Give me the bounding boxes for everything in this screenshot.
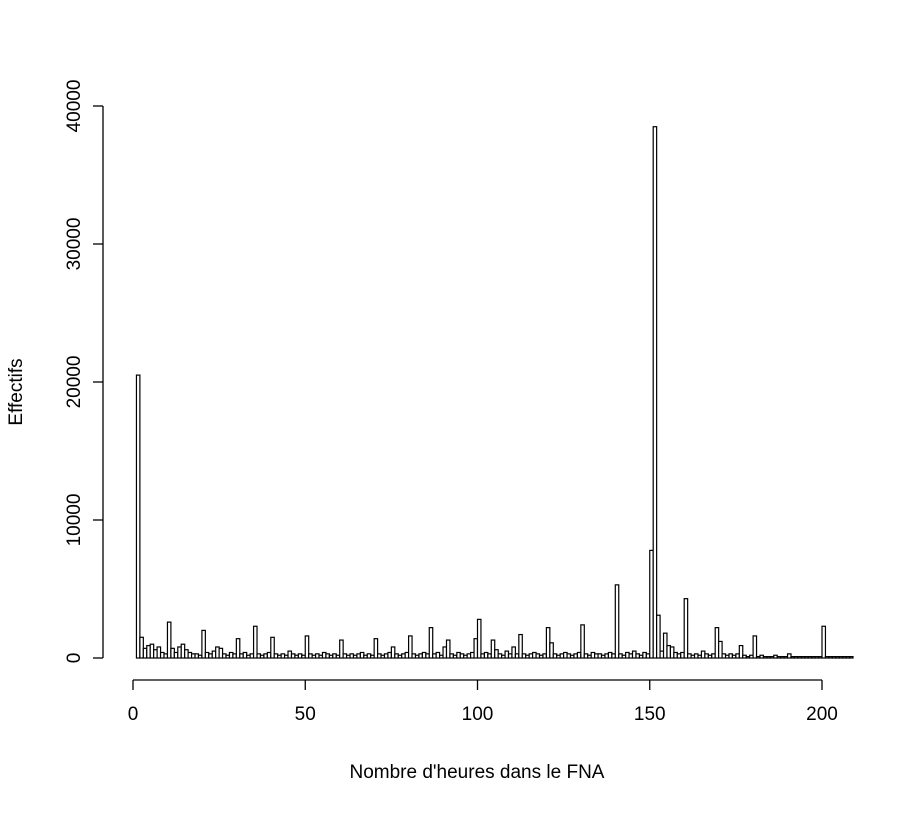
x-axis-label: Nombre d'heures dans le FNA [350, 762, 605, 783]
bar [390, 646, 396, 659]
bar [580, 624, 585, 659]
bar [476, 618, 482, 659]
bar [235, 638, 241, 659]
bar [270, 636, 275, 659]
y-tick-label: 30000 [64, 218, 85, 271]
bar [518, 633, 523, 659]
y-tick-label: 40000 [64, 80, 85, 133]
bar [139, 636, 144, 659]
x-tick-label: 0 [128, 704, 139, 725]
bar [252, 625, 258, 659]
bar [373, 638, 379, 659]
y-tick-label: 0 [64, 653, 85, 664]
bar [428, 627, 434, 659]
bar [490, 639, 496, 659]
bar [304, 635, 310, 659]
bar [683, 598, 689, 659]
bar [408, 635, 413, 659]
bar [201, 629, 206, 659]
x-tick-label: 100 [462, 704, 494, 725]
bar [339, 639, 344, 659]
y-axis-label: Effectifs [6, 358, 27, 425]
bar [166, 621, 172, 659]
bar [786, 653, 792, 659]
bar [135, 374, 141, 659]
bar [614, 584, 620, 659]
bar [752, 635, 758, 659]
bar [738, 644, 744, 659]
bar [718, 640, 723, 659]
bar [652, 126, 658, 659]
bar [218, 647, 224, 659]
bar [656, 614, 661, 659]
x-tick-label: 200 [806, 704, 838, 725]
y-tick-label: 20000 [64, 356, 85, 409]
bar [821, 625, 827, 659]
bar [445, 639, 451, 659]
bar [511, 646, 516, 659]
bar [549, 642, 554, 659]
x-tick-label: 150 [634, 704, 666, 725]
bar [848, 656, 854, 659]
y-tick-label: 10000 [64, 494, 85, 547]
x-tick-label: 50 [295, 704, 316, 725]
